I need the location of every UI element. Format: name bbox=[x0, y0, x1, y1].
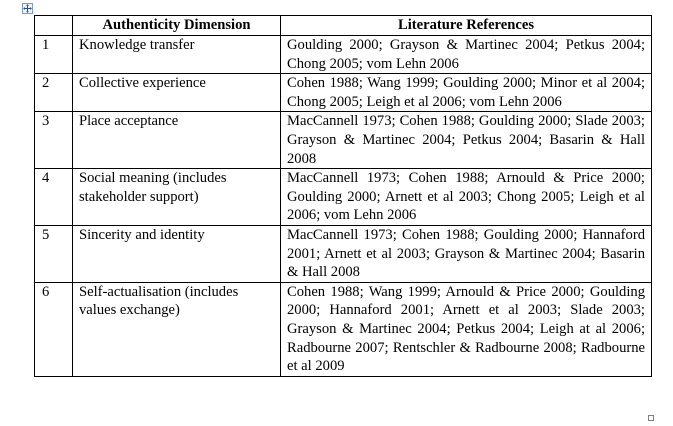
row-number: 4 bbox=[34, 168, 73, 226]
table-move-handle-icon[interactable] bbox=[22, 3, 33, 14]
dimension-cell: Social meaning (includes stakeholder sup… bbox=[72, 168, 281, 226]
table-row: 1 Knowledge transfer Goulding 2000; Gray… bbox=[34, 34, 652, 75]
row-number: 2 bbox=[34, 73, 73, 113]
row-number: 1 bbox=[34, 34, 73, 75]
header-authenticity-dimension: Authenticity Dimension bbox=[72, 15, 281, 36]
references-cell: MacCannell 1973; Cohen 1988; Arnould & P… bbox=[280, 168, 652, 226]
table-row: 5 Sincerity and identity MacCannell 1973… bbox=[34, 224, 652, 283]
authenticity-table: Authenticity Dimension Literature Refere… bbox=[34, 15, 652, 377]
table-row: 6 Self-actualisation (includes values ex… bbox=[34, 281, 652, 377]
dimension-cell: Sincerity and identity bbox=[72, 224, 281, 283]
references-cell: MacCannell 1973; Cohen 1988; Goulding 20… bbox=[280, 111, 652, 170]
table-header-row: Authenticity Dimension Literature Refere… bbox=[34, 15, 652, 36]
references-cell: MacCannell 1973; Cohen 1988; Goulding 20… bbox=[280, 224, 652, 283]
table-row: 3 Place acceptance MacCannell 1973; Cohe… bbox=[34, 111, 652, 170]
row-number: 5 bbox=[34, 224, 73, 283]
references-cell: Cohen 1988; Wang 1999; Arnould & Price 2… bbox=[280, 281, 652, 377]
header-literature-references: Literature References bbox=[280, 15, 652, 36]
row-number: 6 bbox=[34, 281, 73, 377]
row-number: 3 bbox=[34, 111, 73, 170]
header-number bbox=[34, 15, 73, 36]
dimension-cell: Self-actualisation (includes values exch… bbox=[72, 281, 281, 377]
dimension-cell: Place acceptance bbox=[72, 111, 281, 170]
dimension-cell: Knowledge transfer bbox=[72, 34, 281, 75]
references-cell: Goulding 2000; Grayson & Martinec 2004; … bbox=[280, 34, 652, 75]
table-resize-handle[interactable] bbox=[648, 415, 654, 421]
table-row: 2 Collective experience Cohen 1988; Wang… bbox=[34, 73, 652, 113]
references-cell: Cohen 1988; Wang 1999; Goulding 2000; Mi… bbox=[280, 73, 652, 113]
table-row: 4 Social meaning (includes stakeholder s… bbox=[34, 168, 652, 226]
dimension-cell: Collective experience bbox=[72, 73, 281, 113]
